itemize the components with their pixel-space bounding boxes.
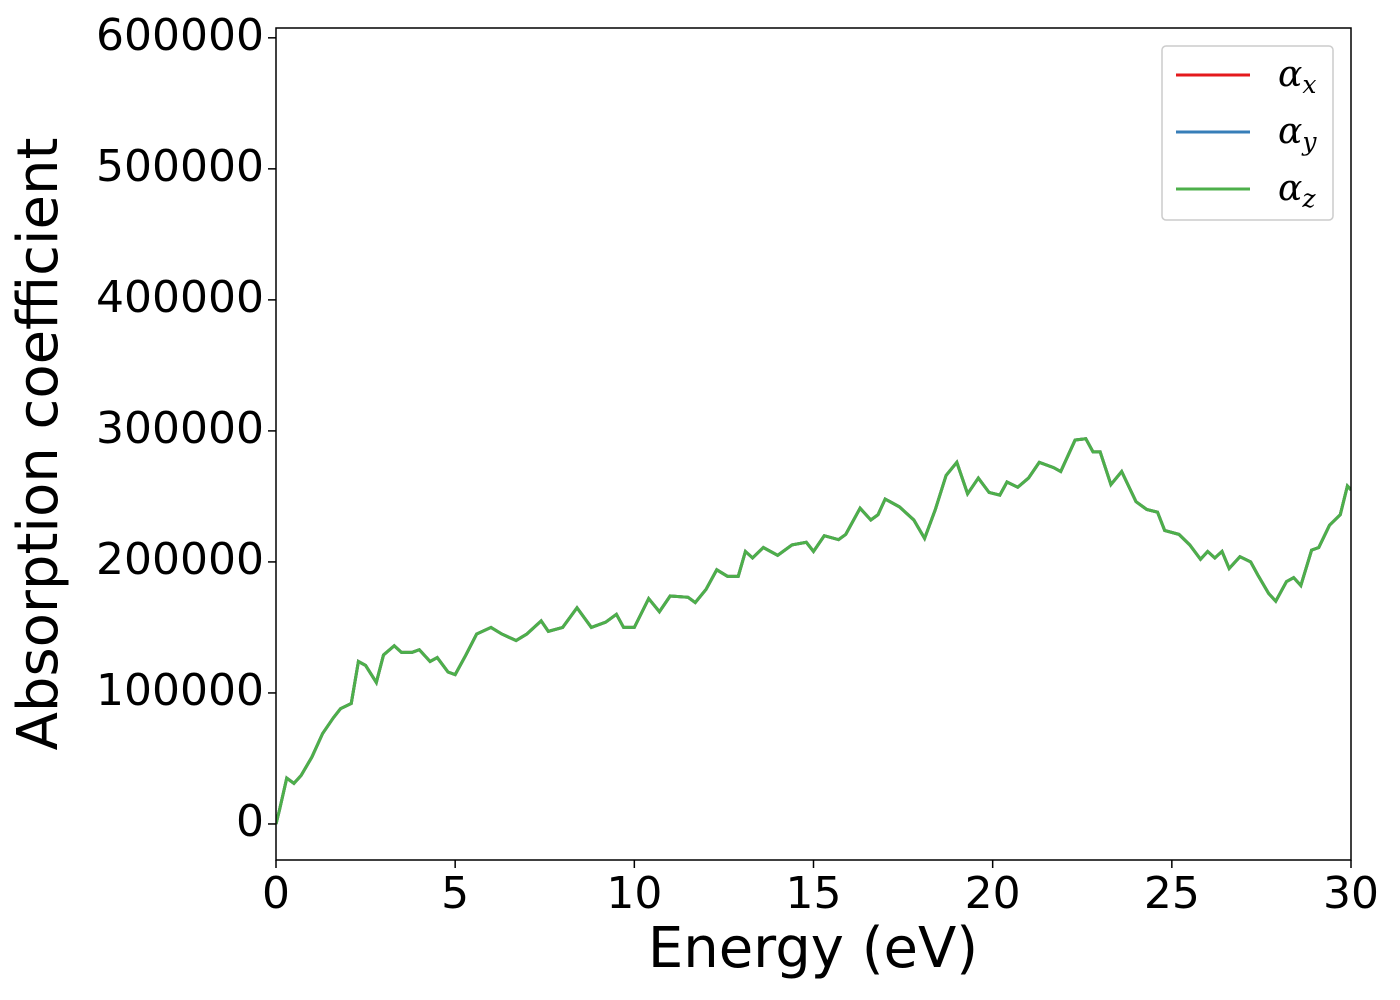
x-tick-label: 30 (1323, 868, 1379, 919)
y-tick-label: 300000 (96, 403, 264, 454)
y-tick-label: 400000 (96, 272, 264, 323)
x-tick-label: 20 (965, 868, 1021, 919)
legend-label: αz (1278, 168, 1316, 213)
x-tick-label: 10 (606, 868, 662, 919)
y-tick-label: 200000 (96, 534, 264, 585)
y-axis-label: Absorption coefficient (6, 138, 71, 751)
plot-frame (275, 27, 1352, 861)
legend-label: αx (1278, 54, 1316, 99)
series-line (276, 437, 1351, 825)
x-tick-label: 0 (262, 868, 290, 919)
series-line (276, 437, 1351, 825)
y-tick-label: 0 (236, 796, 264, 847)
y-tick-label: 100000 (96, 665, 264, 716)
legend-label: αy (1278, 111, 1317, 156)
x-tick-label: 5 (441, 868, 469, 919)
series-line (276, 437, 1351, 825)
y-tick-label: 500000 (96, 141, 264, 192)
y-tick-label: 600000 (96, 10, 264, 61)
x-axis-label: Energy (eV) (648, 916, 978, 981)
x-tick-label: 25 (1144, 868, 1200, 919)
x-tick-label: 15 (786, 868, 842, 919)
